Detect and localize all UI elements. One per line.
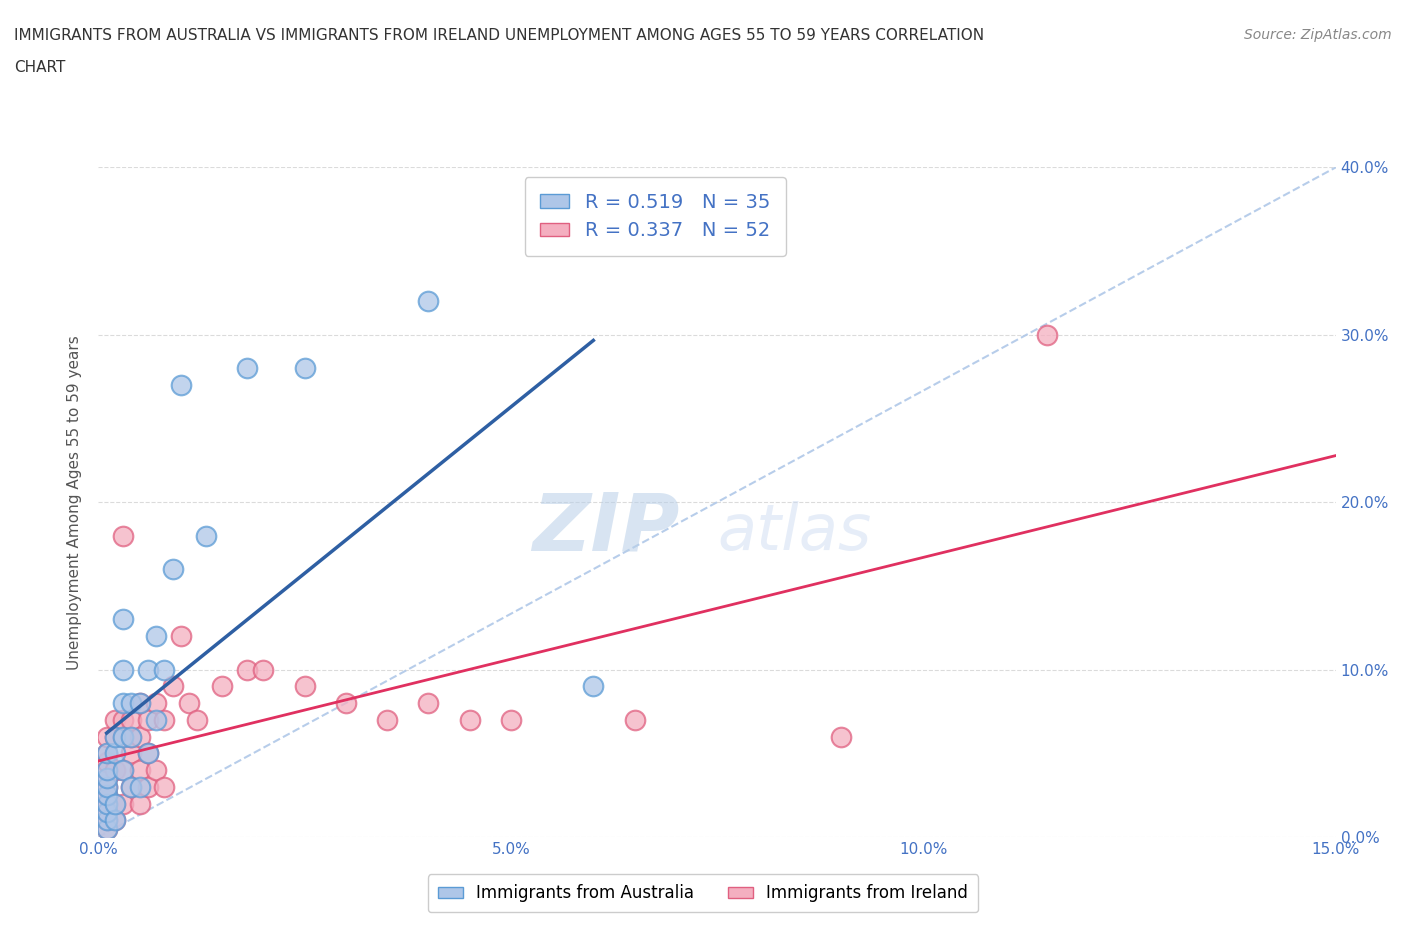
Point — [96, 771, 118, 786]
Point — [179, 696, 201, 711]
Point — [335, 696, 357, 711]
Point — [136, 779, 159, 794]
Point — [112, 729, 135, 744]
Point — [128, 696, 150, 711]
Point — [162, 562, 184, 577]
Point — [1036, 327, 1059, 342]
Legend: R = 0.519   N = 35, R = 0.337   N = 52: R = 0.519 N = 35, R = 0.337 N = 52 — [524, 177, 786, 256]
Point — [112, 528, 135, 543]
Point — [128, 763, 150, 777]
Point — [623, 712, 645, 727]
Point — [104, 796, 127, 811]
Point — [153, 662, 176, 677]
Point — [120, 696, 142, 711]
Point — [120, 712, 142, 727]
Point — [104, 712, 127, 727]
Point — [375, 712, 398, 727]
Point — [136, 712, 159, 727]
Point — [136, 746, 159, 761]
Point — [96, 746, 118, 761]
Point — [104, 813, 127, 828]
Point — [104, 796, 127, 811]
Point — [120, 729, 142, 744]
Point — [96, 788, 118, 803]
Point — [120, 729, 142, 744]
Point — [96, 746, 118, 761]
Point — [170, 378, 193, 392]
Point — [458, 712, 481, 727]
Point — [112, 763, 135, 777]
Point — [112, 796, 135, 811]
Point — [120, 779, 142, 794]
Point — [294, 679, 316, 694]
Point — [96, 804, 118, 819]
Point — [112, 662, 135, 677]
Y-axis label: Unemployment Among Ages 55 to 59 years: Unemployment Among Ages 55 to 59 years — [67, 335, 83, 670]
Point — [112, 696, 135, 711]
Point — [236, 361, 259, 376]
Point — [153, 712, 176, 727]
Point — [236, 662, 259, 677]
Point — [170, 629, 193, 644]
Text: atlas: atlas — [717, 501, 872, 564]
Point — [153, 779, 176, 794]
Point — [418, 696, 440, 711]
Point — [96, 796, 118, 811]
Point — [112, 712, 135, 727]
Point — [830, 729, 852, 744]
Point — [145, 629, 167, 644]
Point — [252, 662, 274, 677]
Point — [96, 788, 118, 803]
Point — [96, 779, 118, 794]
Point — [112, 729, 135, 744]
Point — [136, 662, 159, 677]
Point — [128, 796, 150, 811]
Point — [136, 746, 159, 761]
Point — [112, 612, 135, 627]
Point — [96, 754, 118, 769]
Point — [418, 294, 440, 309]
Point — [96, 813, 118, 828]
Text: CHART: CHART — [14, 60, 66, 75]
Point — [128, 729, 150, 744]
Point — [211, 679, 233, 694]
Point — [194, 528, 217, 543]
Point — [96, 779, 118, 794]
Text: IMMIGRANTS FROM AUSTRALIA VS IMMIGRANTS FROM IRELAND UNEMPLOYMENT AMONG AGES 55 : IMMIGRANTS FROM AUSTRALIA VS IMMIGRANTS … — [14, 28, 984, 43]
Point — [96, 821, 118, 836]
Point — [120, 746, 142, 761]
Point — [162, 679, 184, 694]
Point — [128, 779, 150, 794]
Point — [104, 763, 127, 777]
Point — [104, 729, 127, 744]
Point — [104, 729, 127, 744]
Point — [96, 763, 118, 777]
Point — [186, 712, 208, 727]
Point — [294, 361, 316, 376]
Point — [145, 763, 167, 777]
Point — [96, 763, 118, 777]
Point — [96, 813, 118, 828]
Point — [96, 804, 118, 819]
Point — [104, 813, 127, 828]
Point — [96, 821, 118, 836]
Point — [112, 763, 135, 777]
Point — [499, 712, 522, 727]
Point — [104, 746, 127, 761]
Point — [128, 696, 150, 711]
Point — [96, 729, 118, 744]
Text: Source: ZipAtlas.com: Source: ZipAtlas.com — [1244, 28, 1392, 42]
Text: ZIP: ZIP — [533, 490, 681, 568]
Legend: Immigrants from Australia, Immigrants from Ireland: Immigrants from Australia, Immigrants fr… — [427, 874, 979, 912]
Point — [582, 679, 605, 694]
Point — [120, 779, 142, 794]
Point — [96, 796, 118, 811]
Point — [96, 771, 118, 786]
Point — [145, 696, 167, 711]
Point — [145, 712, 167, 727]
